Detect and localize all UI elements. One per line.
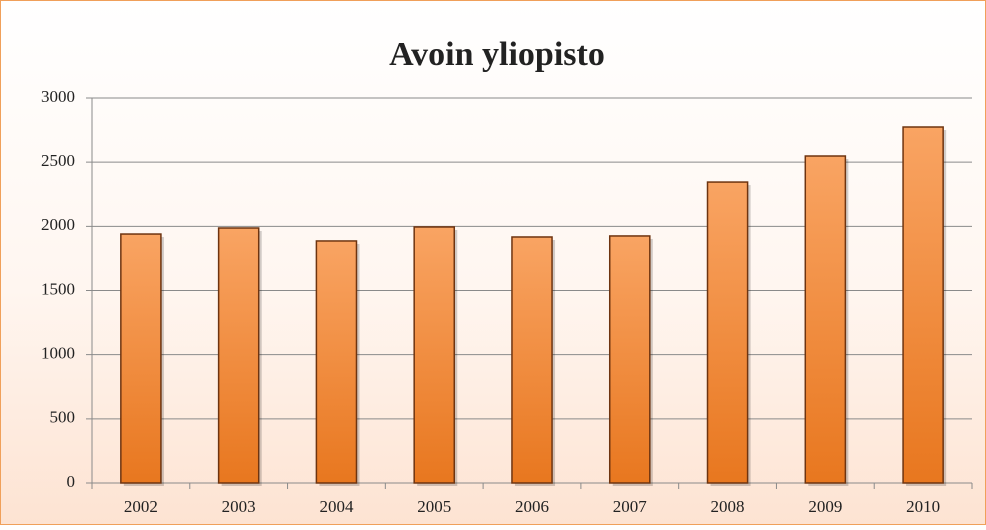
y-tick-label: 500: [50, 408, 76, 427]
bar: [608, 235, 651, 484]
y-tick-label: 3000: [41, 87, 75, 106]
y-tick-label: 1500: [41, 279, 75, 298]
x-tick-label: 2004: [319, 497, 354, 516]
x-tick-label: 2002: [124, 497, 158, 516]
bar: [902, 126, 944, 484]
x-tick-label: 2008: [711, 497, 745, 516]
x-tick-label: 2007: [613, 497, 648, 516]
x-tick-label: 2003: [222, 497, 256, 516]
bar: [706, 181, 749, 484]
bar: [413, 226, 456, 484]
bar: [804, 155, 847, 484]
y-tick-label: 0: [67, 472, 76, 491]
y-tick-label: 2500: [41, 151, 75, 170]
y-tick-label: 1000: [41, 344, 75, 363]
x-tick-label: 2005: [417, 497, 451, 516]
x-tick-label: 2009: [808, 497, 842, 516]
chart-title: Avoin yliopisto: [389, 36, 605, 73]
y-tick-label: 2000: [41, 215, 75, 234]
x-tick-label: 2006: [515, 497, 549, 516]
bar: [511, 236, 553, 484]
bar: [217, 227, 260, 484]
bar: [315, 240, 358, 484]
x-tick-label: 2010: [906, 497, 940, 516]
bar: [120, 233, 162, 484]
